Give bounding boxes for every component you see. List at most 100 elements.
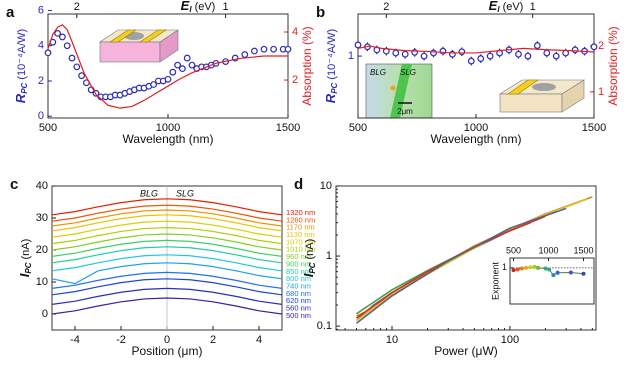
series-label: 900 nm	[286, 259, 311, 268]
series-label: 500 nm	[286, 311, 311, 320]
panel-label: b	[316, 4, 325, 21]
y2-tick-label: 1	[598, 86, 604, 98]
series-line	[51, 198, 283, 216]
y-tick-label: 40	[36, 180, 48, 192]
axis-label: Absorption (%)	[300, 26, 314, 105]
inset-point	[519, 266, 524, 271]
series-label: 740 nm	[286, 281, 311, 290]
inset-point	[528, 265, 533, 270]
axis-label-part: PC	[20, 82, 29, 93]
axis-label-part: (nA)	[304, 239, 316, 260]
y-tick-label: 0	[42, 308, 48, 320]
axis-label-part: (eV)	[503, 1, 524, 13]
x-tick-label: 100	[501, 334, 519, 346]
data-point	[250, 47, 258, 55]
axis-label-part: E	[181, 0, 190, 13]
x-tick-label: 500	[39, 122, 57, 134]
data-point	[524, 52, 532, 60]
data-point	[467, 57, 475, 65]
data-point	[63, 42, 71, 50]
data-point	[260, 45, 268, 53]
x2-tick-label: 1	[223, 1, 229, 13]
inset-x-tick-label: 1000	[538, 245, 558, 255]
data-point	[54, 29, 61, 37]
series-label: 680 nm	[286, 289, 311, 298]
data-point	[515, 50, 522, 58]
panel-label: c	[10, 176, 18, 193]
inset-point	[536, 265, 540, 270]
y-tick-label: 0	[38, 110, 44, 122]
data-point	[477, 55, 485, 62]
x-tick-label: 4	[256, 334, 262, 346]
y-tick-label: 2	[38, 75, 44, 87]
series-line	[51, 226, 283, 245]
axis-label-part: (nA)	[20, 239, 32, 260]
x-tick-label: 0	[164, 334, 170, 346]
x-tick-label: 500	[349, 122, 367, 134]
axis-label: Power (μW)	[434, 344, 498, 358]
data-point	[392, 49, 400, 57]
x2-tick-label: 1	[530, 1, 536, 13]
microscope-image: BLG SLG 2μm	[365, 63, 433, 119]
data-point	[284, 45, 292, 53]
x2-tick-label: 2	[74, 1, 80, 13]
axis-label-part: R	[13, 93, 28, 103]
axis-label-part: (10⁻⁴A/W)	[326, 29, 338, 80]
x-tick-label: -2	[116, 334, 126, 346]
x-tick-label: 1500	[582, 122, 606, 134]
axis-label: Absorption (%)	[606, 26, 620, 105]
y2-tick-label: 2	[598, 40, 604, 52]
x-tick-label: -4	[70, 334, 80, 346]
series-line	[51, 262, 283, 285]
series-line	[357, 45, 595, 54]
inset-y-tick-label: 1	[502, 262, 507, 272]
axis-label: RPC (10⁻⁴A/W)	[13, 29, 29, 103]
series-label: 620 nm	[286, 296, 311, 305]
series-line	[51, 254, 283, 272]
y-tick-label: 20	[36, 244, 48, 256]
inset-y-label: Exponent	[490, 261, 500, 300]
data-point	[571, 46, 579, 54]
data-point	[68, 54, 76, 62]
series-line	[51, 287, 283, 305]
series-line	[51, 297, 283, 315]
axis-label-part: PC	[330, 82, 339, 93]
data-point	[150, 81, 158, 88]
inset-point	[543, 266, 548, 271]
axis-label: El (eV)	[489, 0, 524, 14]
data-point	[188, 61, 196, 69]
series-label: 1170 nm	[286, 223, 315, 232]
device-sketch-a	[99, 29, 179, 63]
data-point	[174, 61, 182, 69]
data-point	[533, 42, 541, 49]
series-line	[47, 24, 288, 109]
x2-tick-label: 2	[383, 1, 389, 13]
axis-label-part: E	[489, 0, 498, 13]
annotation: SLG	[400, 68, 416, 77]
axis-label-part: I	[301, 273, 316, 277]
inset-point	[515, 267, 520, 272]
inset-point	[547, 267, 552, 272]
x-tick-label: 1000	[156, 122, 180, 134]
axis-label-part: PC	[24, 262, 33, 273]
plot-frame	[335, 185, 597, 331]
inset-frame	[509, 257, 595, 305]
series-label: 960 nm	[286, 252, 311, 261]
series-label: 800 nm	[286, 274, 311, 283]
device-sketch-b	[498, 79, 586, 113]
y-tick-label: 30	[36, 212, 48, 224]
data-point	[59, 33, 66, 41]
axis-label-part: I	[17, 273, 32, 277]
axis-label-part: PC	[308, 262, 317, 273]
data-point	[164, 75, 172, 83]
data-point	[543, 49, 551, 57]
data-point	[430, 49, 437, 57]
y-tick-label: 10	[36, 276, 48, 288]
series-label: 1320 nm	[286, 208, 315, 217]
series-line	[356, 210, 558, 324]
axis-label-part: (10⁻⁴A/W)	[16, 29, 28, 80]
data-point	[178, 65, 186, 73]
y-tick-label: 10	[320, 180, 332, 192]
axis-label: IPC (nA)	[17, 239, 33, 278]
